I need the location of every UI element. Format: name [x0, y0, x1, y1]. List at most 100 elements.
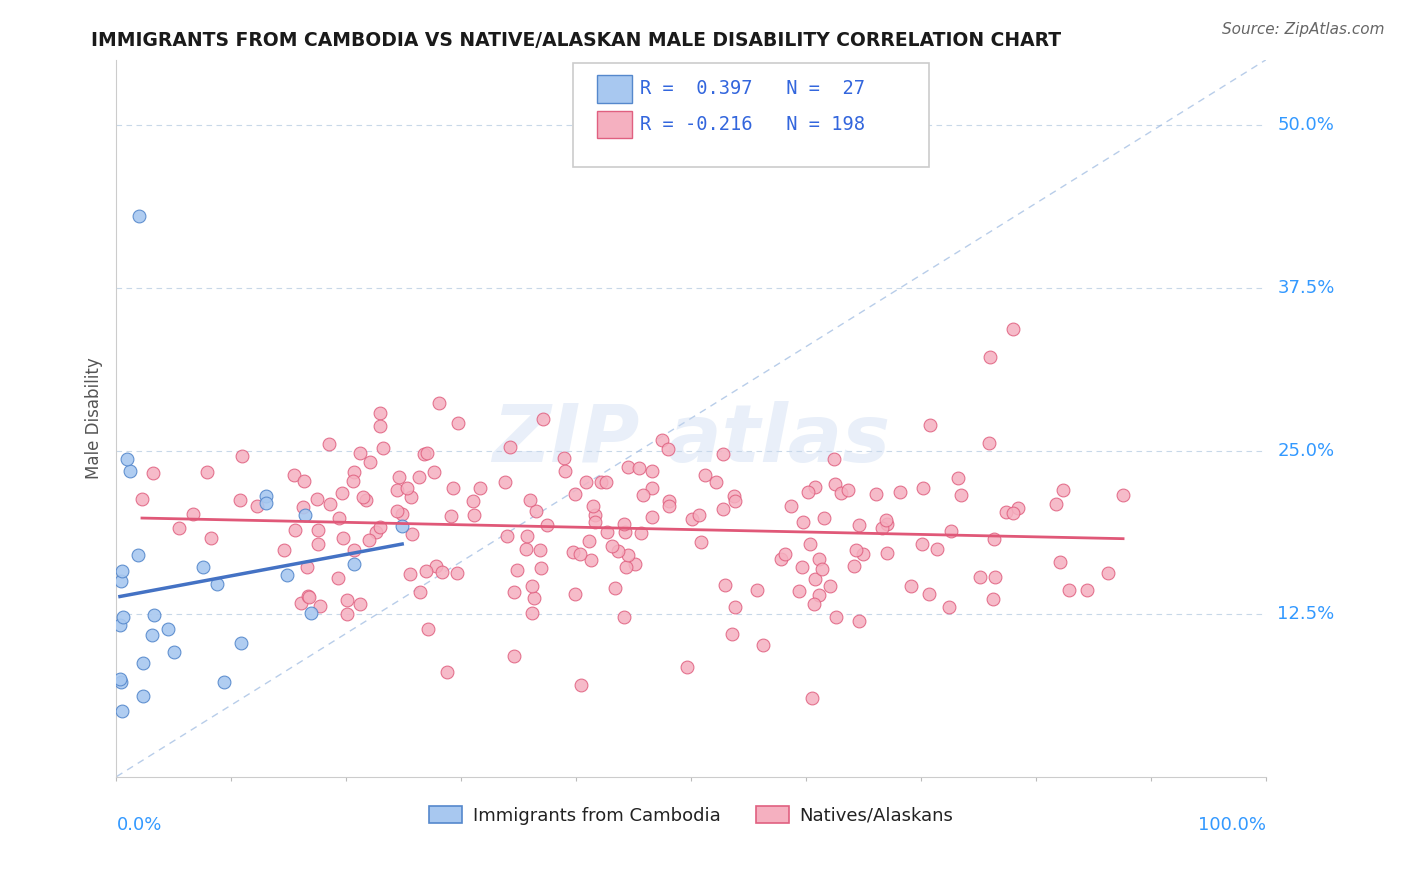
Point	[401, 527, 423, 541]
Point	[939, 524, 962, 538]
Point	[808, 588, 831, 602]
Point	[212, 675, 235, 690]
Text: R = -0.216   N = 198: R = -0.216 N = 198	[640, 115, 865, 135]
Point	[343, 557, 366, 571]
Point	[818, 579, 841, 593]
Point	[994, 505, 1017, 519]
Point	[231, 449, 253, 463]
Point	[111, 565, 134, 579]
Point	[342, 474, 364, 488]
Point	[581, 499, 603, 513]
Point	[790, 560, 813, 574]
Point	[946, 471, 969, 485]
Point	[595, 475, 617, 489]
Point	[156, 622, 179, 636]
Point	[1112, 487, 1135, 501]
Point	[446, 566, 468, 581]
Point	[110, 675, 132, 690]
Text: 50.0%: 50.0%	[1278, 116, 1334, 134]
Point	[418, 622, 440, 636]
Point	[524, 503, 547, 517]
Point	[842, 558, 865, 573]
Point	[299, 606, 322, 620]
Point	[399, 566, 422, 581]
Point	[141, 466, 163, 480]
Point	[723, 489, 745, 503]
Point	[797, 484, 820, 499]
Point	[562, 545, 585, 559]
Point	[983, 533, 1005, 547]
Point	[773, 547, 796, 561]
Point	[837, 483, 859, 497]
Point	[357, 533, 380, 547]
Point	[803, 480, 825, 494]
Point	[918, 586, 941, 600]
Point	[641, 464, 664, 478]
Point	[848, 518, 870, 533]
Point	[447, 416, 470, 430]
Point	[912, 481, 935, 495]
Point	[531, 411, 554, 425]
Point	[318, 436, 340, 450]
Point	[529, 542, 551, 557]
Point	[875, 513, 897, 527]
Point	[461, 493, 484, 508]
Point	[564, 486, 586, 500]
Point	[343, 543, 366, 558]
Text: 25.0%: 25.0%	[1278, 442, 1334, 459]
Point	[657, 442, 679, 457]
Point	[624, 557, 647, 571]
Point	[352, 490, 374, 504]
Point	[1059, 582, 1081, 597]
Point	[706, 475, 728, 490]
Point	[981, 591, 1004, 606]
Point	[1052, 483, 1074, 498]
Point	[295, 559, 318, 574]
Point	[118, 464, 141, 478]
Point	[589, 475, 612, 489]
Point	[336, 607, 359, 621]
Point	[425, 558, 447, 573]
Point	[132, 690, 155, 704]
Point	[349, 597, 371, 611]
Point	[607, 544, 630, 558]
Point	[291, 500, 314, 514]
Point	[368, 406, 391, 420]
Point	[408, 469, 430, 483]
Point	[276, 568, 298, 582]
Point	[769, 552, 792, 566]
Point	[427, 395, 450, 409]
Point	[865, 487, 887, 501]
Point	[409, 584, 432, 599]
Point	[519, 493, 541, 508]
Text: Source: ZipAtlas.com: Source: ZipAtlas.com	[1222, 22, 1385, 37]
Point	[309, 599, 332, 614]
Point	[830, 485, 852, 500]
Point	[889, 485, 911, 500]
Point	[290, 596, 312, 610]
Point	[396, 481, 419, 495]
Point	[254, 495, 277, 509]
Point	[503, 585, 526, 599]
Point	[553, 450, 575, 465]
Point	[108, 672, 131, 686]
Point	[583, 508, 606, 522]
Point	[800, 691, 823, 706]
Point	[441, 481, 464, 495]
Point	[1049, 555, 1071, 569]
Point	[284, 523, 307, 537]
Point	[387, 483, 409, 497]
Point	[131, 492, 153, 507]
Point	[583, 515, 606, 529]
Point	[617, 460, 640, 475]
Point	[575, 475, 598, 490]
Point	[617, 549, 640, 563]
Point	[911, 537, 934, 551]
Point	[536, 517, 558, 532]
Point	[368, 519, 391, 533]
Point	[163, 645, 186, 659]
Point	[564, 587, 586, 601]
Point	[630, 525, 652, 540]
Point	[984, 570, 1007, 584]
Point	[714, 578, 737, 592]
